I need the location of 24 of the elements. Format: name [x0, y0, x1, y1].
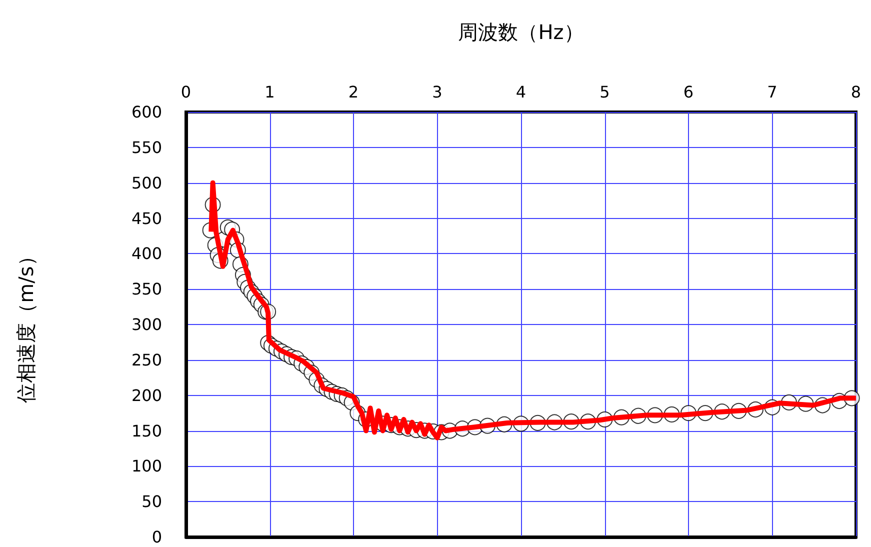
y-tick-label: 350	[131, 280, 162, 299]
x-tick-label: 1	[264, 82, 275, 102]
y-tick-label: 450	[131, 208, 162, 228]
y-tick-label: 250	[131, 350, 162, 370]
x-tick-label: 2	[348, 82, 359, 102]
x-tick-label: 6	[683, 82, 694, 102]
x-axis-title: 周波数（Hz）	[458, 20, 584, 44]
x-tick-label: 0	[180, 82, 192, 102]
y-tick-label: 200	[131, 386, 162, 405]
x-tick-label: 7	[767, 82, 778, 102]
y-tick-label: 600	[131, 102, 162, 122]
y-tick-label: 0	[152, 528, 162, 546]
y-tick-label: 400	[131, 244, 162, 264]
y-tick-label: 550	[131, 138, 162, 157]
y-tick-label: 50	[142, 492, 162, 512]
y-tick-label: 300	[131, 315, 162, 334]
y-tick-label: 100	[131, 456, 162, 476]
y-tick-label: 150	[131, 421, 162, 440]
x-tick-label: 3	[432, 82, 442, 102]
x-tick-label: 5	[600, 82, 610, 102]
y-axis-title: 位相速度（m/s）	[14, 246, 38, 403]
x-tick-label: 8	[850, 82, 862, 102]
y-tick-label: 500	[131, 173, 162, 192]
x-tick-label: 4	[516, 82, 526, 102]
